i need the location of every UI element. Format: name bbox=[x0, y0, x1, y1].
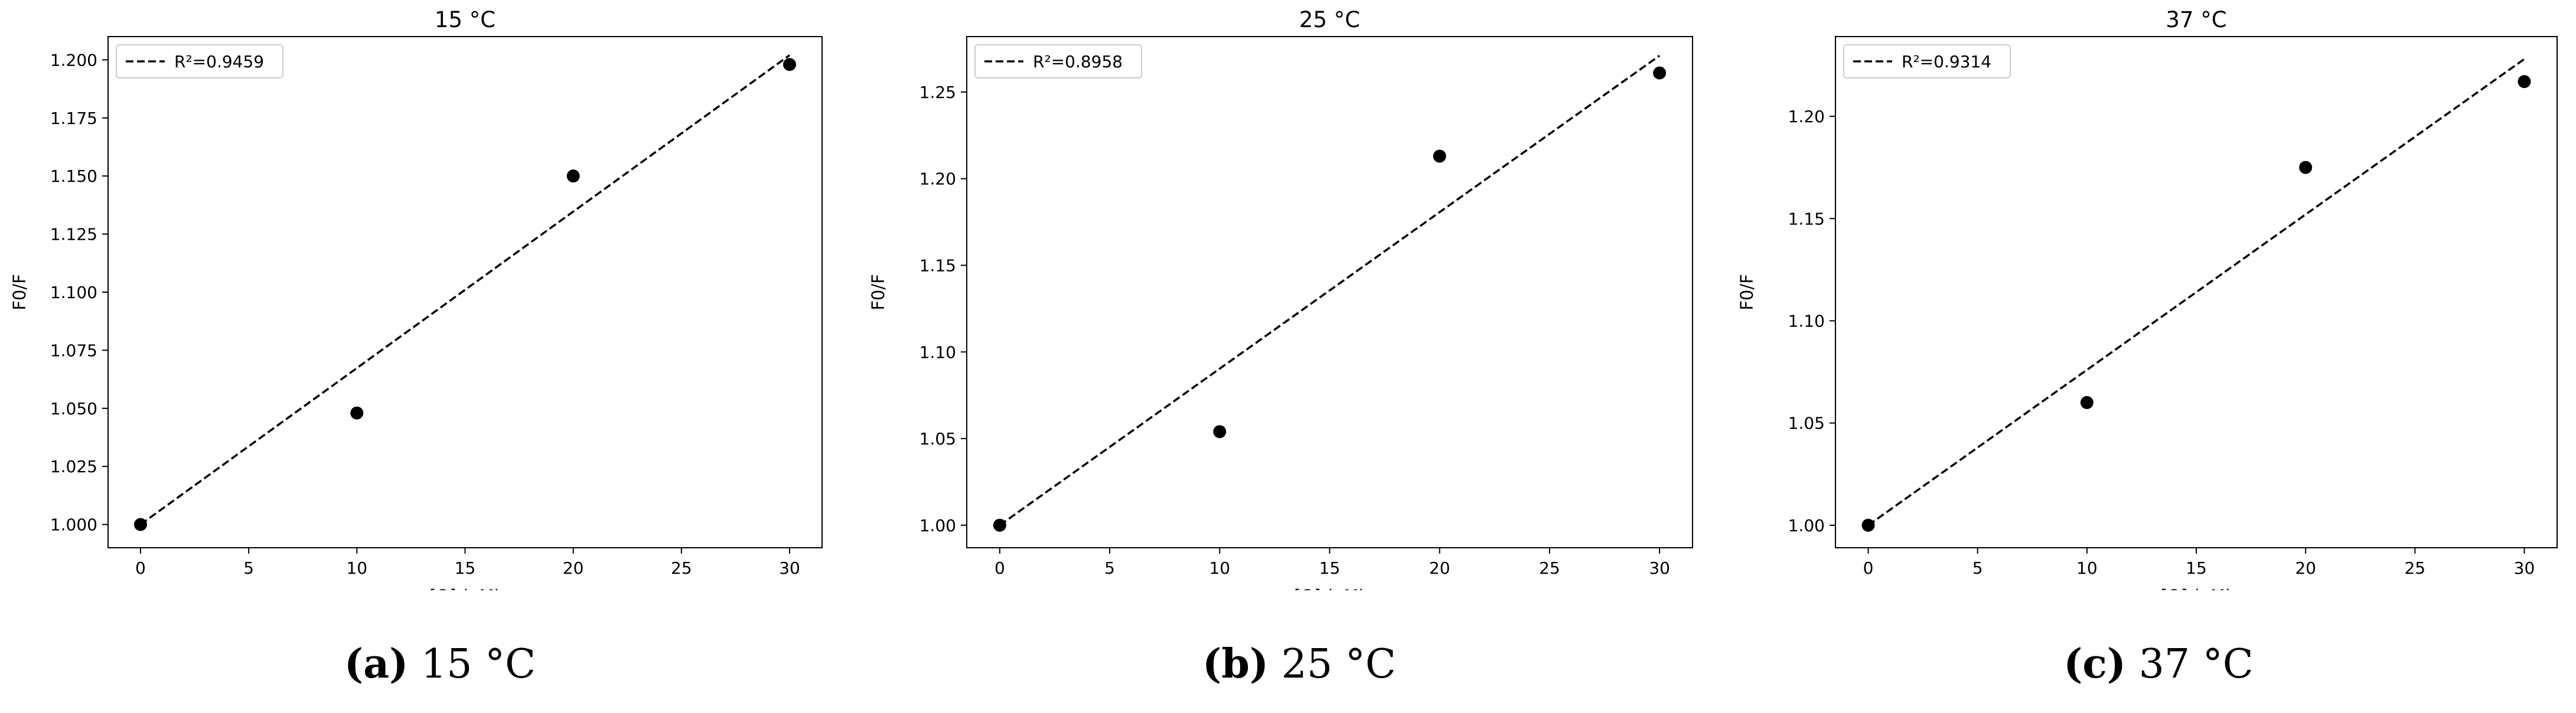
y-tick-label: 1.150 bbox=[50, 166, 97, 186]
x-tick-label: 20 bbox=[1429, 558, 1450, 578]
legend-label-c: R²=0.9314 bbox=[1902, 52, 1991, 71]
x-tick-label: 0 bbox=[1863, 558, 1874, 578]
chart-title-c: 37 °C bbox=[2166, 7, 2226, 32]
data-point bbox=[2080, 396, 2094, 410]
data-point bbox=[1653, 66, 1667, 80]
data-point bbox=[2518, 75, 2531, 89]
y-tick-label: 1.050 bbox=[50, 399, 97, 418]
y-tick-label: 1.05 bbox=[1788, 414, 1825, 433]
caption-b-label: (b) bbox=[1202, 640, 1269, 688]
x-tick-label: 15 bbox=[1319, 558, 1341, 578]
chart-svg: 0 5 10 15 20 25 301.0001.0251.0501.0751.1001.1… bbox=[9, 7, 2558, 606]
caption-a-label: (a) bbox=[344, 640, 409, 688]
x-tick-label: 25 bbox=[671, 558, 692, 578]
panel-a: 0 5 10 15 20 25 30 1.000 1.025 1.050 1.075 1.100 1.1… bbox=[9, 7, 823, 606]
y-tick-label: 1.05 bbox=[919, 429, 956, 449]
x-axis-label-a: [Q] (μM) bbox=[429, 586, 501, 590]
x-tick-label: 5 bbox=[1972, 558, 1983, 578]
data-point bbox=[783, 58, 797, 71]
x-tick-label: 0 bbox=[994, 558, 1005, 578]
fit-line-c bbox=[1867, 58, 2525, 526]
y-tick-label: 1.00 bbox=[919, 516, 956, 535]
y-tick-label: 1.125 bbox=[50, 225, 97, 244]
y-tick-label: 1.175 bbox=[50, 109, 97, 128]
panel-b: 0 5 10 15 20 25 30 1.00 1.05 1.10 1.15 1.20 1.25 25 °… bbox=[868, 7, 1693, 606]
x-tick-label: 25 bbox=[2404, 558, 2425, 578]
x-tick-label: 0 bbox=[135, 558, 146, 578]
caption-a-text: 15 °C bbox=[420, 641, 536, 688]
caption-c-label: (c) bbox=[2063, 640, 2126, 688]
y-tick-label: 1.20 bbox=[1788, 107, 1825, 126]
x-tick-label: 25 bbox=[1539, 558, 1560, 578]
x-tick-label: 10 bbox=[1209, 558, 1230, 578]
legend-label-b: R²=0.8958 bbox=[1033, 52, 1123, 71]
chart-title-a: 15 °C bbox=[435, 7, 495, 32]
y-tick-label: 1.100 bbox=[50, 283, 97, 302]
caption-c-text: 37 °C bbox=[2138, 641, 2254, 688]
y-axis-label-b: F0/F bbox=[868, 274, 888, 310]
y-tick-label: 1.15 bbox=[919, 256, 956, 275]
y-tick-label: 1.025 bbox=[50, 457, 97, 476]
data-point bbox=[566, 169, 580, 183]
x-tick-label: 10 bbox=[2076, 558, 2098, 578]
x-axis-label-b: [Q] (μM) bbox=[1294, 586, 1365, 590]
x-tick-label: 10 bbox=[346, 558, 367, 578]
y-tick-label: 1.10 bbox=[1788, 311, 1825, 331]
caption-b-text: 25 °C bbox=[1281, 641, 1396, 688]
x-tick-label: 5 bbox=[243, 558, 254, 578]
caption-b: (b) 25 °C bbox=[1202, 640, 1396, 688]
y-tick-label: 1.25 bbox=[919, 83, 956, 102]
fit-line-b bbox=[999, 54, 1661, 526]
y-tick-label: 1.00 bbox=[1788, 516, 1825, 535]
y-axis-label-c: F0/F bbox=[1737, 274, 1757, 310]
y-tick-label: 1.20 bbox=[919, 169, 956, 189]
fit-line-a bbox=[139, 54, 791, 526]
legend-box-a bbox=[116, 44, 283, 79]
legend-label-a: R²=0.9459 bbox=[174, 52, 264, 71]
x-tick-label: 20 bbox=[563, 558, 584, 578]
panel-c: 0 5 10 15 20 25 30 1.00 1.05 1.10 1.15 1.20 37 °C [Q]… bbox=[1737, 7, 2558, 606]
y-tick-label: 1.10 bbox=[919, 342, 956, 362]
y-tick-label: 1.000 bbox=[50, 515, 97, 535]
legend-box-c bbox=[1843, 44, 2011, 79]
y-tick-label: 1.200 bbox=[50, 50, 97, 70]
caption-a: (a) 15 °C bbox=[344, 640, 536, 688]
x-tick-label: 5 bbox=[1104, 558, 1115, 578]
y-axis-label-a: F0/F bbox=[9, 274, 30, 310]
x-axis-label-c: [Q] (μM) bbox=[2161, 586, 2232, 590]
x-tick-label: 15 bbox=[2186, 558, 2207, 578]
data-point bbox=[350, 406, 364, 420]
x-tick-label: 15 bbox=[455, 558, 476, 578]
x-tick-label: 30 bbox=[1649, 558, 1670, 578]
chart-title-b: 25 °C bbox=[1299, 7, 1360, 32]
data-point bbox=[2299, 161, 2313, 174]
y-tick-label: 1.075 bbox=[50, 341, 97, 360]
y-tick-label: 1.15 bbox=[1788, 209, 1825, 228]
legend-box-b bbox=[974, 44, 1142, 79]
x-tick-label: 30 bbox=[2514, 558, 2535, 578]
data-point bbox=[1433, 149, 1446, 163]
x-tick-label: 20 bbox=[2295, 558, 2316, 578]
caption-c: (c) 37 °C bbox=[2063, 640, 2254, 688]
data-point bbox=[1213, 425, 1227, 439]
x-tick-label: 30 bbox=[779, 558, 800, 578]
